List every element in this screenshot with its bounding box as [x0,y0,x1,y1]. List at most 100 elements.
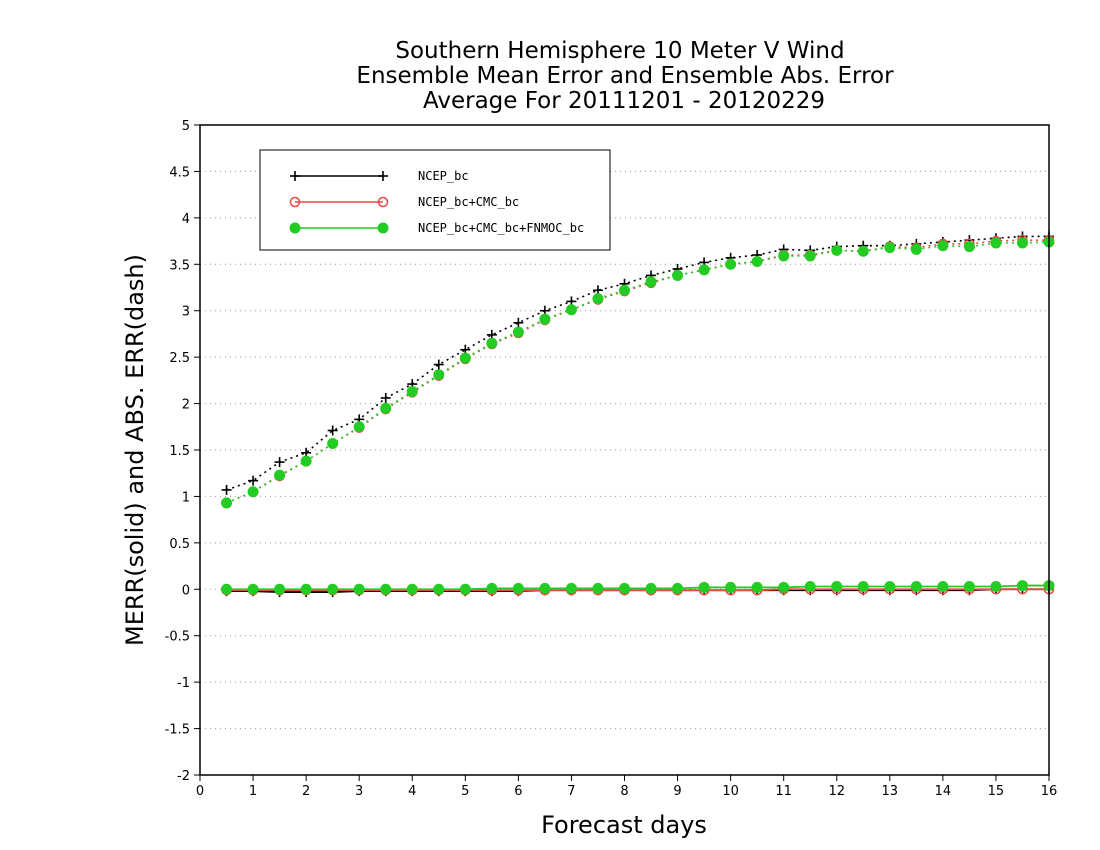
x-tick-label: 6 [514,784,522,799]
legend-box [259,149,611,251]
x-tick-label: 5 [461,784,469,799]
axis-ticks: -2-1.5-1-0.500.511.522.533.544.550 1 2 3 4 5 6… [165,119,1058,799]
ncep-cmc-fnmoc-abs-err-point [353,421,365,433]
ncep-cmc-fnmoc-mean-err-point [247,583,259,595]
x-tick-label: 9 [673,784,681,799]
ncep-cmc-fnmoc-abs-err-point [512,326,524,338]
ncep-cmc-fnmoc-mean-err-point [433,583,445,595]
y-tick-label: 4 [182,212,190,227]
y-tick-label: 2.5 [169,351,190,366]
y-tick-label: 1 [182,490,190,505]
legend-marker [289,196,301,208]
x-tick-label: 12 [828,784,845,799]
ncep-cmc-fnmoc-abs-err-point [380,402,392,414]
ncep-cmc-fnmoc-mean-err-point [539,582,551,594]
ncep-cmc-fnmoc-abs-err-point [910,243,922,255]
ncep-cmc-fnmoc-mean-err-point [592,582,604,594]
legend-marker [378,171,388,181]
ncep-bc-abs-err-point [433,359,444,370]
x-axis-label: Forecast days [541,811,707,839]
ncep-bc-abs-err-point [221,484,232,495]
y-tick-label: 3 [182,305,190,320]
ncep-cmc-fnmoc-mean-err-point [565,582,577,594]
legend-item-ncep-bc: NCEP_bc [290,169,469,183]
ncep-cmc-fnmoc-abs-err-point [592,293,604,305]
ncep-cmc-fnmoc-abs-err-point [565,304,577,316]
legend-item-ncep-cmc-fnmoc: NCEP_bc+CMC_bc+FNMOC_bc [289,221,584,235]
x-tick-label: 10 [722,784,739,799]
ncep-cmc-fnmoc-mean-err-point [486,582,498,594]
ncep-cmc-fnmoc-mean-err-point [619,582,630,594]
x-tick-label: 11 [775,784,792,799]
ncep-cmc-fnmoc-mean-err-point [857,581,869,592]
ncep-bc-abs-err-point [248,475,259,486]
y-tick-label: 1.5 [169,444,190,459]
ncep-cmc-fnmoc-mean-err-point [1016,580,1028,592]
ncep-cmc-fnmoc-abs-err-point [963,241,975,253]
ncep-cmc-fnmoc-mean-err-point [380,583,392,595]
legend-label: NCEP_bc+CMC_bc+FNMOC_bc [418,221,584,235]
x-tick-label: 3 [355,784,363,799]
legend-marker [290,171,300,181]
chart-title-line-3: Average For 20111201 - 20120229 [423,88,825,114]
y-tick-label: -1 [177,676,190,691]
ncep-cmc-fnmoc-abs-err-point [778,250,790,262]
ncep-cmc-fnmoc-abs-err-point [274,469,286,481]
legend-label: NCEP_bc+CMC_bc [418,195,519,209]
x-tick-label: 7 [567,784,575,799]
ncep-cmc-fnmoc-mean-err-point [804,581,816,592]
ncep-cmc-fnmoc-mean-err-point [831,581,843,592]
x-tick-label: 4 [408,784,416,799]
ncep-cmc-fnmoc-abs-err-point [990,237,1002,249]
y-tick-label: 5 [182,119,190,134]
ncep-cmc-fnmoc-abs-err-point [937,240,949,252]
legend-marker [377,196,389,208]
y-axis-label: MERR(solid) and ABS. ERR(dash) [121,254,149,646]
ncep-cmc-fnmoc-abs-err-point [884,242,896,254]
y-tick-label: 3.5 [169,258,190,273]
x-tick-label: 15 [988,784,1005,799]
ncep-cmc-fnmoc-abs-err-point [247,486,259,498]
ncep-cmc-fnmoc-abs-err-point [725,258,737,270]
x-tick-label: 0 [196,784,204,799]
x-tick-label: 16 [1041,784,1058,799]
chart-title-line-2: Ensemble Mean Error and Ensemble Abs. Er… [356,63,894,89]
ncep-cmc-fnmoc-abs-err-point [539,313,551,325]
ncep-cmc-fnmoc-mean-err-point [459,583,471,595]
ncep-bc-abs-err-point [380,393,391,403]
ncep-cmc-fnmoc-mean-err-point [327,583,339,595]
ncep-cmc-fnmoc-mean-err-point [221,583,233,595]
ncep-cmc-fnmoc-mean-err-point [990,581,1002,592]
ncep-cmc-fnmoc-abs-err-point [672,269,684,281]
plot-data [221,231,1055,598]
ncep-cmc-fnmoc-abs-err-point [221,497,233,509]
legend: NCEP_bc NCEP_bc+CMC_bc NCEP_bc+CMC_bc+FNMO… [259,149,611,251]
y-tick-label: -1.5 [165,723,190,738]
ncep-cmc-fnmoc-abs-err-point [327,438,339,449]
ncep-bc-abs-err-point [327,425,338,436]
ncep-cmc-fnmoc-mean-err-point [751,581,763,593]
ncep-cmc-fnmoc-mean-err-point [512,582,524,594]
ncep-cmc-fnmoc-mean-err-point [910,581,922,592]
ncep-cmc-fnmoc-mean-err-point [300,583,312,595]
ncep-cmc-fnmoc-abs-err-point [1016,237,1028,249]
y-tick-label: 4.5 [169,165,190,180]
ncep-cmc-fnmoc-abs-err-point [645,276,657,288]
ncep-cmc-fnmoc-mean-err-point [353,583,365,595]
ncep-cmc-fnmoc-mean-err-point [406,583,418,595]
x-tick-label: 14 [935,784,952,799]
ncep-cmc-fnmoc-abs-err-point [300,455,312,467]
ncep-cmc-fnmoc-abs-err-point [831,244,843,256]
x-tick-label: 1 [249,784,257,799]
ncep-cmc-fnmoc-mean-err-point [698,581,710,593]
ncep-cmc-fnmoc-mean-err-point [725,581,737,593]
ncep-cmc-fnmoc-mean-err-point [778,581,790,593]
legend-marker [289,222,301,234]
ncep-cmc-fnmoc-mean-err-point [645,582,657,594]
ncep-cmc-fnmoc-abs-err-point [619,284,630,296]
legend-marker [377,222,389,234]
ncep-cmc-fnmoc-abs-err-point [804,250,816,262]
ncep-bc-abs-err-point [274,457,285,468]
